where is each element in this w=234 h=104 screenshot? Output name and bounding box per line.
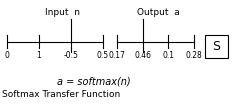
Text: a = softmax(n): a = softmax(n) (57, 76, 130, 86)
Text: 0: 0 (5, 51, 9, 60)
Text: 1: 1 (37, 51, 41, 60)
Text: 0.17: 0.17 (109, 51, 125, 60)
Text: -0.5: -0.5 (64, 51, 78, 60)
Text: 0.5: 0.5 (97, 51, 109, 60)
Text: Output  a: Output a (137, 8, 179, 17)
Text: 0.28: 0.28 (186, 51, 203, 60)
Text: Softmax Transfer Function: Softmax Transfer Function (2, 90, 121, 99)
Text: Input  n: Input n (44, 8, 80, 17)
FancyBboxPatch shape (205, 35, 228, 58)
Text: 0.46: 0.46 (134, 51, 151, 60)
Text: S: S (212, 40, 220, 53)
Text: 0.1: 0.1 (162, 51, 175, 60)
